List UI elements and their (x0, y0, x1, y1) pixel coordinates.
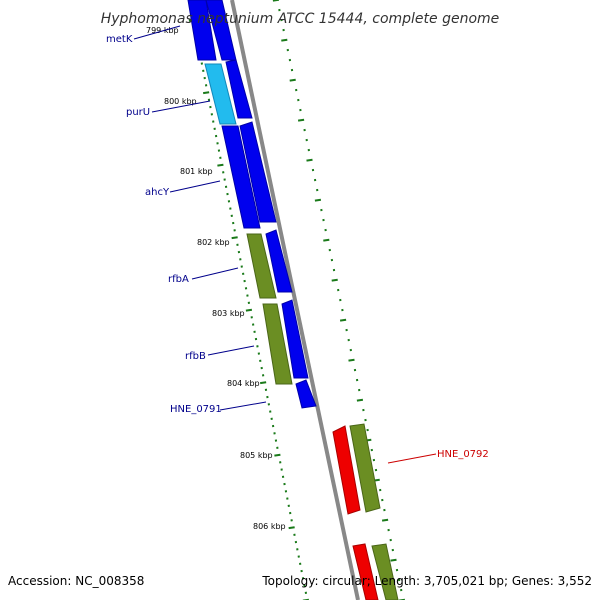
cds-puru (204, 63, 237, 125)
genome-backbone (230, 0, 360, 600)
tick-mark (231, 236, 238, 240)
kbp-label: 802 kbp (197, 238, 230, 247)
genome-summary: Topology: circular; Length: 3,705,021 bp… (262, 574, 592, 588)
cds-hne0792-b (349, 423, 381, 513)
tick-mark (274, 453, 281, 457)
gene-label-hne0791: HNE_0791 (170, 404, 222, 415)
cds-rfbb-b (281, 299, 309, 379)
tick-mark (245, 308, 253, 312)
tick-mark (217, 163, 224, 167)
kbp-label: 805 kbp (240, 451, 273, 460)
tick-mark (323, 238, 330, 242)
tick-mark (297, 118, 305, 122)
tick-mark (281, 38, 288, 42)
gene-label-metk: metK (106, 34, 133, 45)
kbp-label: 803 kbp (212, 309, 245, 318)
outer-tick-track (272, 0, 405, 600)
map-title: Hyphomonas neptunium ATCC 15444, complet… (101, 11, 500, 27)
leader-line (219, 401, 267, 411)
tick-mark (288, 526, 295, 530)
leader-line (387, 453, 437, 464)
cds-metk (187, 0, 217, 61)
kbp-label: 806 kbp (253, 522, 286, 531)
tick-mark (260, 381, 267, 385)
tick-mark (203, 91, 210, 95)
kbp-label: 801 kbp (180, 167, 213, 176)
cds-next-olive (371, 543, 399, 600)
tick-mark (331, 278, 338, 282)
leader-line (133, 25, 181, 40)
tick-mark (339, 318, 347, 322)
gene-label-rfba: rfbA (168, 274, 189, 285)
leader-line (207, 345, 255, 356)
cds-ahcy (221, 125, 261, 229)
leader-line (191, 267, 239, 280)
gene-labels: metK purU ahcY rfbA rfbB HNE_0791 HNE_07… (106, 25, 489, 464)
leader-line (169, 180, 221, 193)
tick-mark (381, 518, 389, 522)
cds-rfba-b (265, 229, 293, 293)
leader-line (151, 100, 211, 113)
cds-features (187, 0, 399, 600)
accession-text: Accession: NC_008358 (8, 574, 145, 588)
kbp-label: 804 kbp (227, 379, 260, 388)
tick-mark (390, 558, 397, 562)
gene-label-puru: purU (126, 107, 150, 118)
cds-next-red (352, 543, 379, 600)
tick-mark (356, 398, 364, 402)
tick-mark (348, 358, 355, 362)
tick-mark (272, 0, 280, 2)
cds-hne0791 (295, 379, 317, 409)
cds-ahcy-b (239, 121, 277, 223)
kbp-label: 800 kbp (164, 97, 197, 106)
cds-rfba (246, 233, 277, 299)
cds-hne0792 (332, 425, 361, 515)
gene-label-ahcy: ahcY (145, 187, 170, 198)
cds-rfbb (262, 303, 293, 385)
tick-mark (289, 78, 296, 82)
gene-label-hne0792: HNE_0792 (437, 449, 489, 460)
tick-mark (314, 198, 322, 202)
tick-mark (306, 158, 313, 162)
gene-label-rfbb: rfbB (185, 351, 206, 362)
cds-puru-b (225, 59, 253, 119)
